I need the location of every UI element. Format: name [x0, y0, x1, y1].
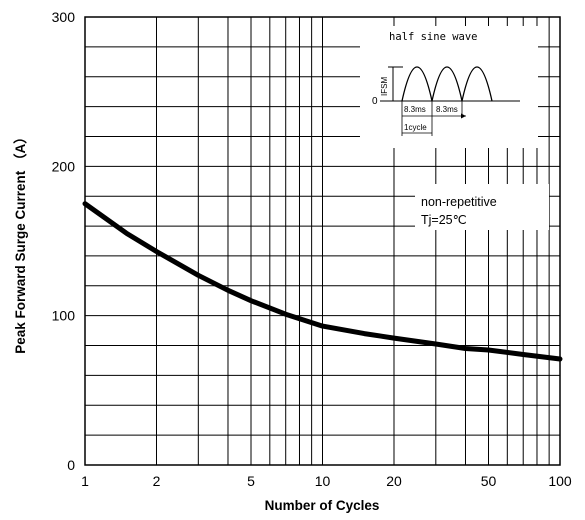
- condition-note-line-1: non-repetitive: [421, 195, 497, 209]
- data-point: [434, 342, 438, 346]
- data-series: [82, 201, 563, 362]
- inset-waveform: [401, 66, 493, 102]
- tick-labels: 1 2 5 10 20 50 100 0 100 200 300: [52, 9, 572, 489]
- data-point: [249, 299, 253, 302]
- y-axis-title: Peak Forward Surge Current （A）: [13, 130, 28, 354]
- x-tick-label: 20: [386, 473, 402, 489]
- x-tick-label: 50: [481, 473, 497, 489]
- inset-ifsm-label: IFSM: [380, 77, 389, 96]
- data-point: [226, 289, 230, 292]
- x-tick-label: 5: [247, 473, 255, 489]
- x-tick-label: 10: [315, 473, 331, 489]
- plot-frame: [84, 16, 561, 466]
- condition-note-line-2: Tj=25℃: [421, 213, 467, 227]
- data-point: [558, 357, 562, 361]
- data-point: [522, 353, 525, 356]
- y-tick-label: 100: [52, 308, 76, 324]
- data-point: [83, 202, 87, 205]
- inset-half-period-2: 8.3ms: [436, 105, 458, 114]
- inset-cycle-label: 1cycle: [404, 123, 427, 132]
- x-tick-label: 2: [153, 473, 161, 489]
- data-point: [284, 312, 287, 316]
- inset-title: half sine wave: [389, 31, 478, 43]
- data-point: [321, 324, 324, 328]
- half-sine-wave-inset: half sine wave IFSM 0 8.3ms 8.3ms 1cycle: [360, 26, 538, 148]
- inset-background: [360, 26, 538, 148]
- y-tick-label: 200: [52, 158, 76, 174]
- data-point: [125, 232, 129, 235]
- inset-arrow-head: [461, 113, 466, 119]
- data-point: [197, 274, 200, 277]
- condition-note-background: [415, 184, 549, 230]
- data-point: [464, 347, 467, 350]
- y-tick-label: 300: [52, 9, 76, 25]
- x-tick-label: 100: [548, 473, 572, 489]
- data-point: [487, 348, 490, 352]
- y-tick-label: 0: [67, 457, 75, 473]
- data-point: [392, 336, 396, 340]
- inset-zero-label: 0: [372, 96, 378, 107]
- inset-half-period-1: 8.3ms: [404, 105, 426, 114]
- data-point: [155, 250, 158, 253]
- data-point: [363, 332, 366, 335]
- x-tick-label: 1: [81, 473, 89, 489]
- x-axis-title: Number of Cycles: [265, 498, 380, 513]
